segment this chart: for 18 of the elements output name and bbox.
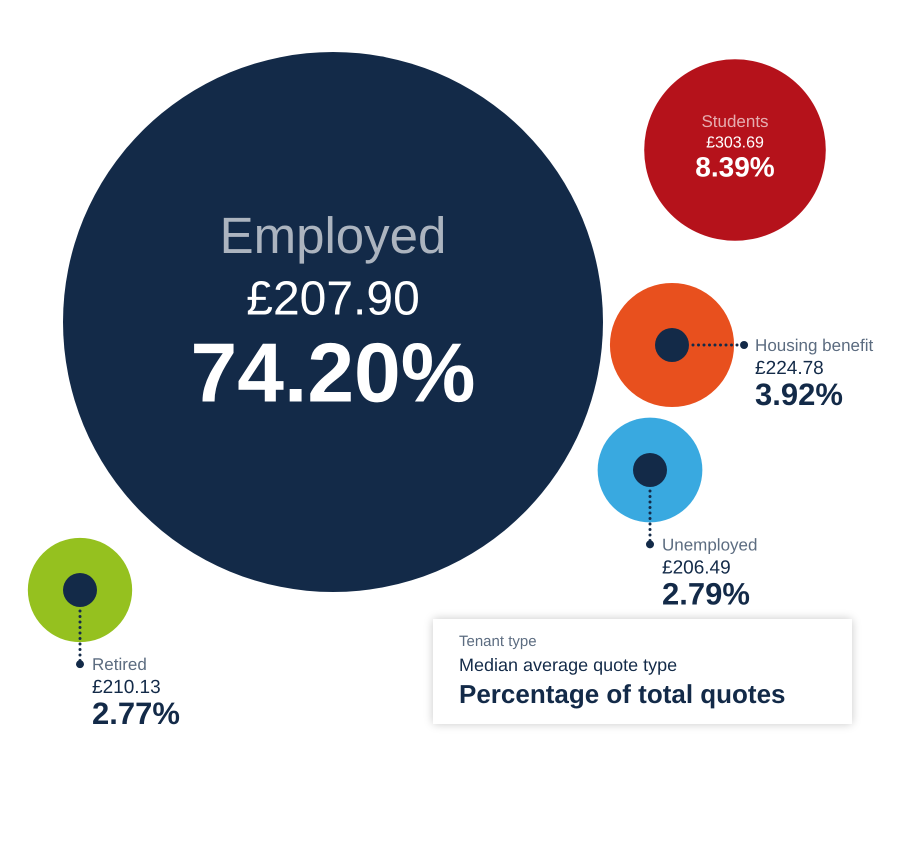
- legend-title: Tenant type: [459, 633, 538, 652]
- data-label: 3.92%: [755, 377, 843, 412]
- data-label: £303.69: [706, 134, 764, 152]
- text: Percentage of total quotes: [459, 678, 786, 710]
- data-label: £206.49: [662, 557, 731, 578]
- category-label: Unemployed: [662, 535, 758, 554]
- data-label: 2.79%: [662, 576, 750, 612]
- data-label: 2.77%: [92, 696, 180, 732]
- text: Median average quote type: [459, 655, 678, 677]
- category-label: Housing benefit: [755, 336, 874, 355]
- data-label: £207.90: [246, 272, 420, 326]
- category-label: Students: [701, 112, 769, 131]
- data-label: 74.20%: [190, 325, 476, 420]
- category-label: Retired: [92, 655, 147, 674]
- data-label: 8.39%: [695, 152, 775, 183]
- data-label: £224.78: [755, 358, 824, 379]
- category-label: Employed: [220, 207, 446, 264]
- data-label: £210.13: [92, 677, 161, 698]
